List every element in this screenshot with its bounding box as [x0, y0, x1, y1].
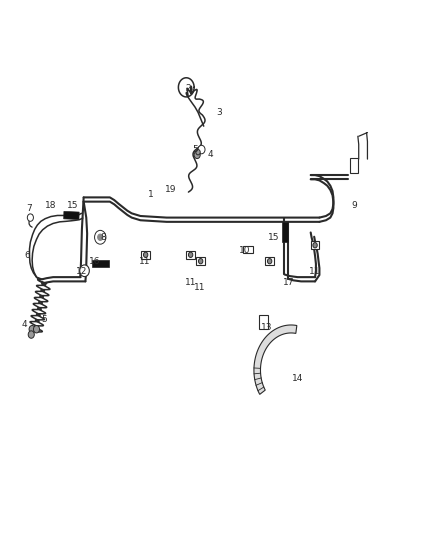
Text: 12: 12	[76, 268, 87, 276]
Bar	[141, 251, 150, 259]
Text: 13: 13	[261, 323, 273, 332]
Text: 19: 19	[165, 185, 177, 194]
Text: 11: 11	[185, 278, 196, 287]
Text: 9: 9	[351, 201, 357, 210]
Text: 4: 4	[208, 150, 213, 159]
Bar	[64, 212, 79, 220]
Text: 17: 17	[283, 278, 295, 287]
Text: 8: 8	[100, 233, 106, 242]
Text: 10: 10	[240, 246, 251, 255]
Text: 15: 15	[67, 201, 78, 210]
Circle shape	[268, 259, 272, 264]
Circle shape	[144, 252, 148, 257]
Circle shape	[28, 331, 34, 338]
Text: 4: 4	[22, 320, 28, 329]
Bar	[311, 241, 319, 249]
Circle shape	[313, 243, 317, 248]
Text: 15: 15	[268, 233, 279, 242]
Bar	[196, 257, 205, 265]
Text: 16: 16	[89, 257, 100, 265]
Text: 3: 3	[216, 108, 222, 117]
Bar	[350, 158, 358, 173]
Circle shape	[198, 259, 203, 264]
Polygon shape	[254, 325, 297, 394]
Text: 5: 5	[192, 145, 198, 154]
Circle shape	[33, 326, 39, 333]
Bar	[92, 261, 109, 267]
Text: 7: 7	[26, 204, 32, 213]
Circle shape	[198, 146, 205, 154]
Circle shape	[196, 150, 200, 155]
Bar	[259, 316, 268, 329]
Text: 11: 11	[194, 283, 205, 292]
Text: 1: 1	[148, 190, 154, 199]
Text: 6: 6	[24, 252, 30, 260]
Circle shape	[27, 214, 33, 221]
Text: 2: 2	[186, 84, 191, 93]
Bar	[186, 251, 195, 259]
Bar	[265, 257, 274, 265]
Text: 11: 11	[139, 257, 151, 265]
Circle shape	[98, 234, 103, 240]
Circle shape	[188, 252, 193, 257]
Circle shape	[80, 265, 89, 277]
Text: 11: 11	[309, 268, 321, 276]
Text: 18: 18	[45, 201, 57, 210]
Bar	[282, 222, 288, 242]
Circle shape	[194, 151, 200, 159]
Bar	[244, 246, 253, 254]
Text: 14: 14	[292, 374, 303, 383]
Circle shape	[29, 326, 35, 333]
Circle shape	[95, 230, 106, 244]
Text: 5: 5	[42, 315, 47, 324]
